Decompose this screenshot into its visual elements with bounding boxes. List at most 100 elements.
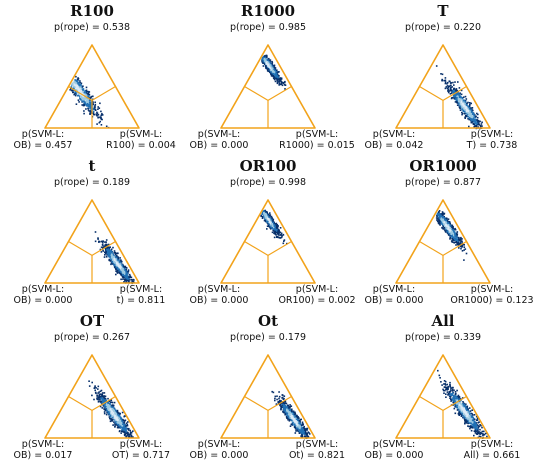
posterior-sample <box>116 415 118 417</box>
posterior-sample <box>458 106 461 109</box>
posterior-sample <box>465 107 468 110</box>
posterior-sample <box>117 425 119 427</box>
posterior-sample <box>454 98 457 101</box>
posterior-sample <box>94 101 96 104</box>
posterior-sample <box>101 243 104 246</box>
posterior-sample <box>114 413 116 415</box>
posterior-sample <box>280 83 283 86</box>
posterior-sample <box>100 401 102 404</box>
posterior-sample <box>110 255 113 257</box>
posterior-sample <box>466 105 469 108</box>
posterior-sample <box>470 109 473 111</box>
posterior-sample <box>108 411 110 413</box>
model-probability-label: p(SVM-L: R100) = 0.004 <box>106 129 176 151</box>
posterior-samples <box>88 380 134 439</box>
posterior-sample <box>278 71 280 73</box>
posterior-sample <box>284 411 287 413</box>
posterior-sample <box>455 92 458 95</box>
posterior-sample <box>103 392 106 394</box>
posterior-sample <box>460 239 462 241</box>
posterior-sample <box>458 87 461 89</box>
posterior-sample <box>274 225 276 227</box>
posterior-sample <box>289 425 292 427</box>
posterior-sample <box>461 111 463 114</box>
posterior-sample <box>466 108 468 111</box>
posterior-sample <box>80 88 82 91</box>
posterior-sample <box>462 100 465 102</box>
posterior-sample <box>103 398 106 401</box>
posterior-sample <box>297 424 299 426</box>
posterior-sample <box>294 425 297 427</box>
posterior-sample <box>120 278 122 281</box>
posterior-sample <box>104 395 107 398</box>
posterior-sample <box>268 222 270 224</box>
posterior-sample <box>96 398 99 401</box>
posterior-sample <box>91 107 94 109</box>
posterior-sample <box>477 121 480 124</box>
posterior-sample <box>124 433 127 435</box>
posterior-sample <box>467 115 469 118</box>
posterior-sample <box>282 242 285 245</box>
posterior-sample <box>274 397 276 400</box>
posterior-sample <box>77 94 79 97</box>
posterior-sample <box>441 78 443 81</box>
rope-probability-label: p(rope) = 0.267 <box>54 332 130 343</box>
posterior-sample <box>280 236 283 239</box>
posterior-sample <box>276 223 278 226</box>
posterior-sample <box>469 107 471 109</box>
posterior-sample <box>112 411 115 414</box>
posterior-sample <box>438 219 441 222</box>
posterior-sample <box>103 245 105 247</box>
posterior-sample <box>82 85 84 87</box>
posterior-sample <box>124 278 127 280</box>
posterior-sample <box>278 391 280 393</box>
posterior-sample <box>285 405 287 407</box>
posterior-sample <box>279 83 282 86</box>
posterior-sample <box>113 410 115 413</box>
posterior-sample <box>474 122 477 124</box>
posterior-sample <box>84 91 86 93</box>
rope-probability-label: p(rope) = 0.985 <box>230 22 306 33</box>
posterior-sample <box>118 269 121 272</box>
posterior-sample <box>448 90 450 93</box>
posterior-sample <box>469 107 472 109</box>
posterior-sample <box>295 421 297 424</box>
posterior-sample <box>456 89 458 92</box>
posterior-sample <box>98 394 101 397</box>
posterior-sample <box>89 106 92 109</box>
posterior-sample <box>263 63 266 65</box>
posterior-sample <box>75 82 78 85</box>
posterior-sample <box>449 89 451 92</box>
posterior-sample <box>301 421 304 424</box>
posterior-sample <box>110 413 112 415</box>
posterior-sample <box>291 424 294 426</box>
posterior-sample <box>109 250 112 253</box>
posterior-sample <box>120 274 122 276</box>
posterior-sample <box>286 414 288 416</box>
posterior-sample <box>114 253 117 256</box>
posterior-sample <box>439 216 441 219</box>
posterior-sample <box>129 434 132 436</box>
posterior-sample <box>458 247 460 249</box>
posterior-sample <box>278 84 280 86</box>
posterior-sample <box>465 252 468 255</box>
posterior-sample <box>453 242 455 244</box>
posterior-sample <box>296 428 298 431</box>
posterior-sample <box>82 97 84 99</box>
posterior-sample <box>87 93 90 95</box>
posterior-sample <box>454 241 457 244</box>
posterior-sample <box>289 404 291 406</box>
posterior-sample <box>266 59 269 61</box>
posterior-sample <box>116 418 118 420</box>
posterior-sample <box>113 408 116 411</box>
posterior-sample <box>94 389 96 392</box>
posterior-sample <box>476 112 478 115</box>
posterior-sample <box>280 408 282 410</box>
posterior-sample <box>121 274 123 277</box>
posterior-sample <box>103 401 105 403</box>
posterior-sample <box>129 275 132 277</box>
posterior-sample <box>449 93 452 95</box>
posterior-sample <box>300 431 302 433</box>
posterior-sample <box>84 90 86 92</box>
